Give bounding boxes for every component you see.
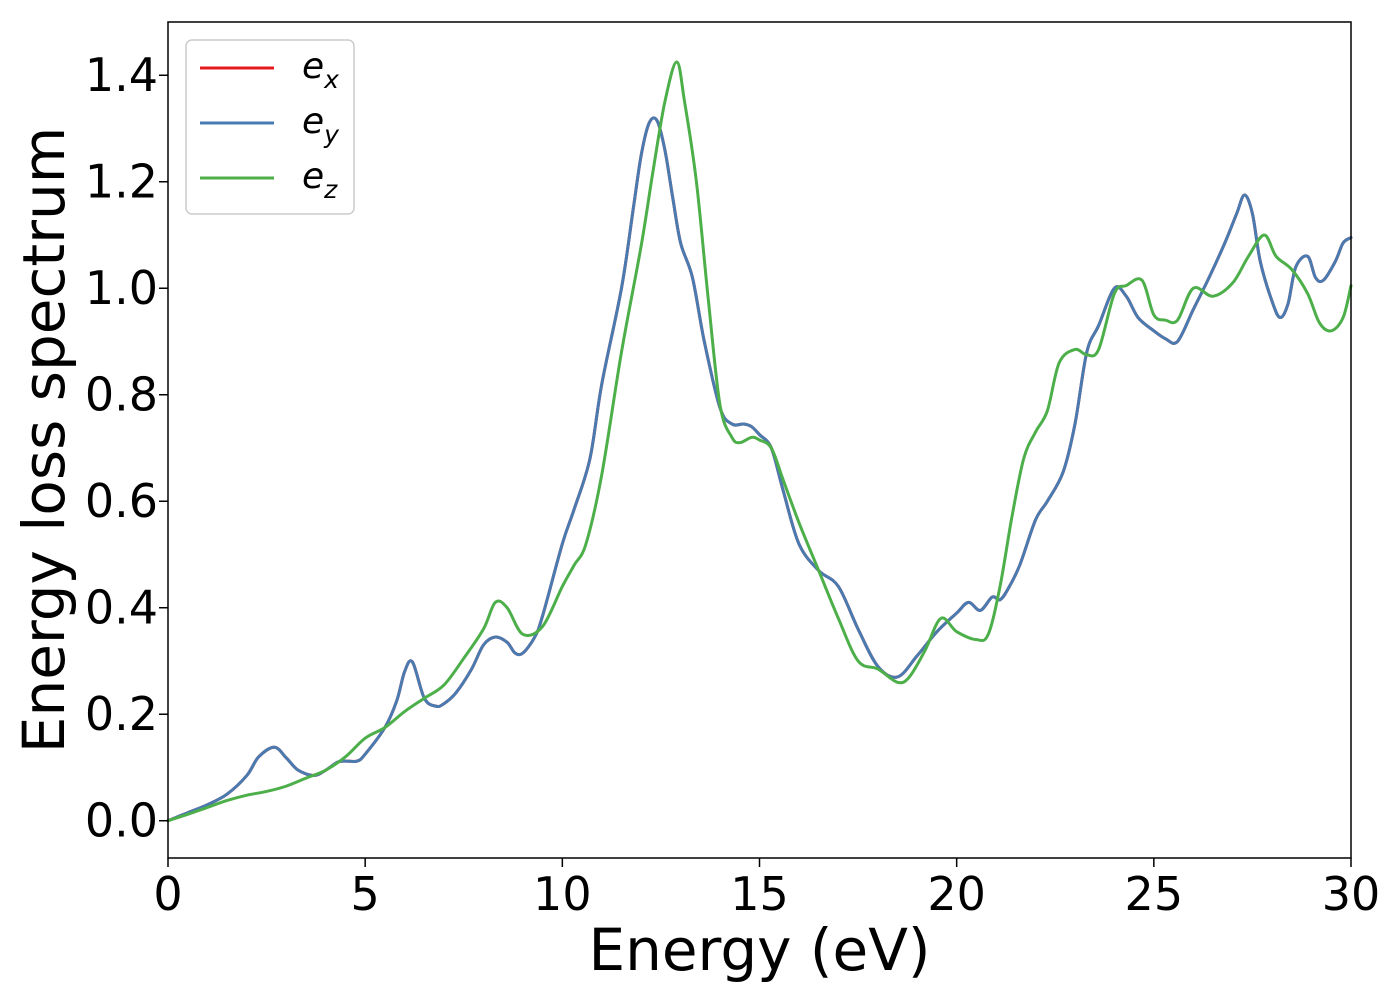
y-tick-label: 1.2 [85,155,158,209]
y-tick-label: 0.6 [85,474,158,528]
x-tick-label: 30 [1322,867,1381,921]
legend-label-y: ey [302,101,340,149]
x-tick-label: 15 [730,867,789,921]
x-tick-label: 25 [1125,867,1184,921]
series-line-z [166,60,1353,823]
y-tick-label: 1.0 [85,261,158,315]
x-tick-label: 5 [351,867,380,921]
x-axis-ticks: 0 5 10 15 20 25 30 [153,858,1380,921]
series-layer [166,60,1353,823]
x-tick-label: 0 [153,867,182,921]
y-tick-label: 0.2 [85,687,158,741]
legend-box [185,39,355,215]
y-axis-ticks: 0.0 0.2 0.4 0.6 0.8 1.0 1.2 1.4 [85,48,168,848]
x-tick-label: 10 [533,867,592,921]
x-axis-title: Energy (eV) [588,916,930,984]
y-tick-label: 0.8 [85,368,158,422]
y-tick-label: 0.4 [85,581,158,635]
series-line-y [166,116,1353,823]
y-axis-title: Energy loss spectrum [10,127,78,753]
y-tick-label: 1.4 [85,48,158,102]
y-tick-label: 0.0 [85,794,158,848]
x-tick-label: 20 [927,867,986,921]
